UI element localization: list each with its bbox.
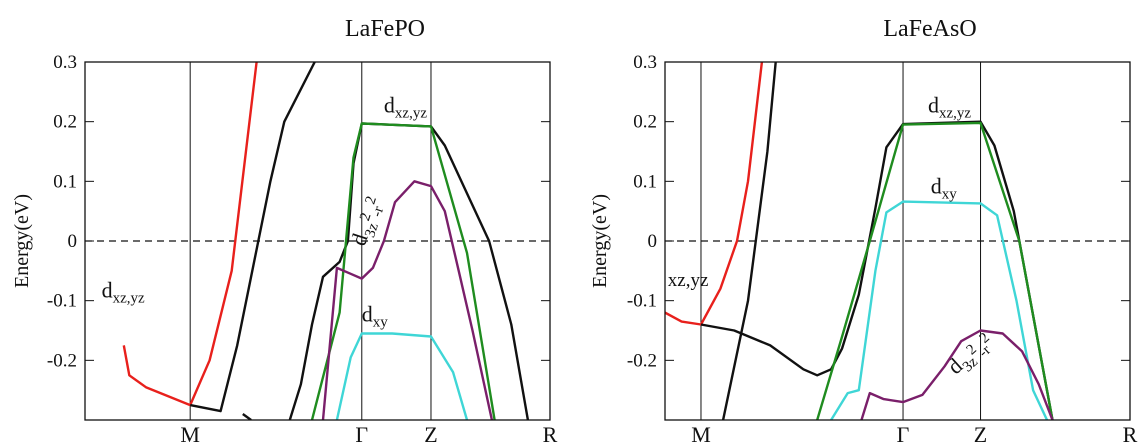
kpoint-label: Z xyxy=(424,422,437,447)
orbital-annotation: dxy xyxy=(362,302,389,331)
orbital-annotation: dxz,yz xyxy=(384,93,427,122)
kpoint-label: Γ xyxy=(897,422,910,447)
band-black-1 xyxy=(189,62,316,413)
band-green-4 xyxy=(310,122,496,420)
band-red-0 xyxy=(665,62,764,326)
band-black-2 xyxy=(700,120,1054,420)
band-cyan-4 xyxy=(830,200,1049,420)
y-tick-label: 0.2 xyxy=(633,112,657,133)
y-axis-label: Energy(eV) xyxy=(11,194,33,288)
y-tick-label: 0.3 xyxy=(53,52,77,73)
y-tick-label: -0.1 xyxy=(47,291,77,312)
kpoint-label: M xyxy=(180,422,200,447)
y-tick-label: 0.1 xyxy=(633,171,657,192)
y-tick-label: 0.3 xyxy=(633,52,657,73)
kpoint-label: M xyxy=(691,422,711,447)
y-tick-label: -0.2 xyxy=(47,350,77,371)
orbital-annotation: dxz,yz xyxy=(928,93,971,122)
plot-frame xyxy=(664,61,1131,421)
band-black-2 xyxy=(242,413,252,420)
chart-panel-lafepo: LaFePO Energy(eV) 0.3 0.2 0.1 0 -0.1 -0.2 M Γ Z Rdx… xyxy=(11,16,558,447)
y-tick-label: -0.2 xyxy=(627,350,657,371)
orbital-annotation: dxz,yz xyxy=(102,278,145,307)
y-tick-label: 0 xyxy=(648,231,658,252)
kpoint-label: R xyxy=(1123,422,1138,447)
y-tick-label: -0.1 xyxy=(627,291,657,312)
kpoint-label: R xyxy=(543,422,558,447)
chart-title: LaFePO xyxy=(345,16,425,42)
band-lines xyxy=(122,62,530,420)
chart-panel-lafeaso: LaFeAsO Energy(eV) 0.3 0.2 0.1 0 -0.1 -0.2 M Γ Z Rd… xyxy=(589,16,1138,447)
band-lines xyxy=(665,62,1054,420)
orbital-annotation: d3z2-r2 xyxy=(346,193,390,250)
orbital-annotation: xz,yz xyxy=(668,270,709,291)
y-axis-label: Energy(eV) xyxy=(589,194,611,288)
plot-frame xyxy=(84,61,551,421)
y-tick-label: 0.1 xyxy=(53,171,77,192)
band-purple-5 xyxy=(860,329,1054,420)
band-black-1 xyxy=(721,62,777,420)
kpoint-label: Z xyxy=(974,422,987,447)
y-tick-label: 0.2 xyxy=(53,112,77,133)
orbital-annotation: dxy xyxy=(931,173,958,202)
band-cyan-6 xyxy=(335,332,469,420)
band-green-3 xyxy=(816,121,1054,420)
band-purple-5 xyxy=(321,180,494,420)
kpoint-label: Γ xyxy=(355,422,368,447)
band-black-3 xyxy=(288,122,530,420)
y-tick-label: 0 xyxy=(68,231,78,252)
chart-title: LaFeAsO xyxy=(883,16,976,42)
